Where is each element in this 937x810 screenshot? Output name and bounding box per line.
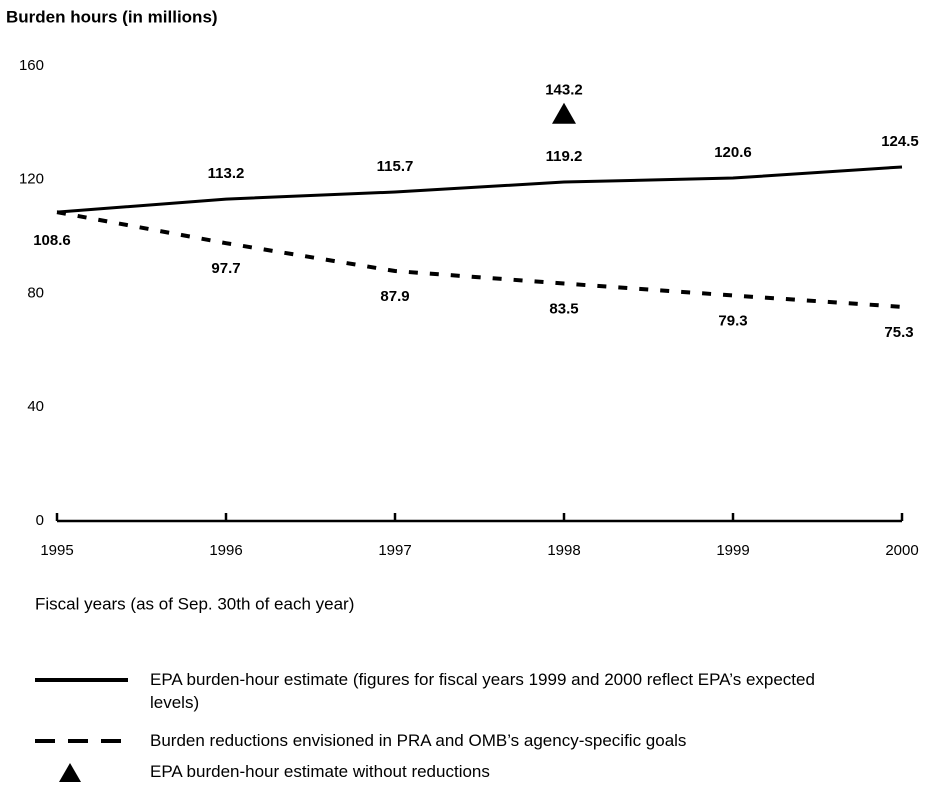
value-label: 108.6	[33, 232, 71, 249]
legend-swatch-triangle	[59, 763, 81, 782]
x-tick-label: 1995	[40, 542, 73, 559]
series-line	[56, 165, 903, 214]
value-label: 87.9	[380, 288, 409, 305]
value-label: 113.2	[208, 165, 245, 182]
y-tick-label: 0	[36, 512, 44, 529]
value-label: 75.3	[884, 324, 913, 341]
x-tick-label: 1998	[547, 542, 580, 559]
x-tick-label: 1996	[209, 542, 242, 559]
value-label: 115.7	[377, 158, 414, 175]
chart-title: Burden hours (in millions)	[6, 7, 218, 26]
y-tick-label: 40	[27, 398, 44, 415]
value-label: 79.3	[718, 312, 747, 329]
value-label: 124.5	[881, 133, 919, 150]
y-tick-label: 80	[27, 284, 44, 301]
value-label: 83.5	[549, 301, 578, 318]
legend-entry: Burden reductions envisioned in PRA and …	[150, 731, 687, 750]
x-axis-label: Fiscal years (as of Sep. 30th of each ye…	[35, 594, 354, 613]
value-label: 97.7	[211, 260, 240, 277]
series-line	[56, 210, 903, 309]
legend-entry: EPA burden-hour estimate without reducti…	[150, 762, 490, 781]
value-label: 143.2	[545, 82, 583, 99]
value-label: 120.6	[714, 144, 752, 161]
value-label: 119.2	[546, 148, 583, 165]
x-tick-label: 1997	[378, 542, 411, 559]
x-tick-label: 1999	[716, 542, 749, 559]
y-tick-label: 120	[19, 171, 44, 188]
x-tick-label: 2000	[885, 542, 918, 559]
legend-entry: EPA burden-hour estimate (figures for fi…	[150, 670, 815, 712]
triangle-marker	[552, 102, 576, 124]
y-tick-label: 160	[19, 57, 44, 74]
